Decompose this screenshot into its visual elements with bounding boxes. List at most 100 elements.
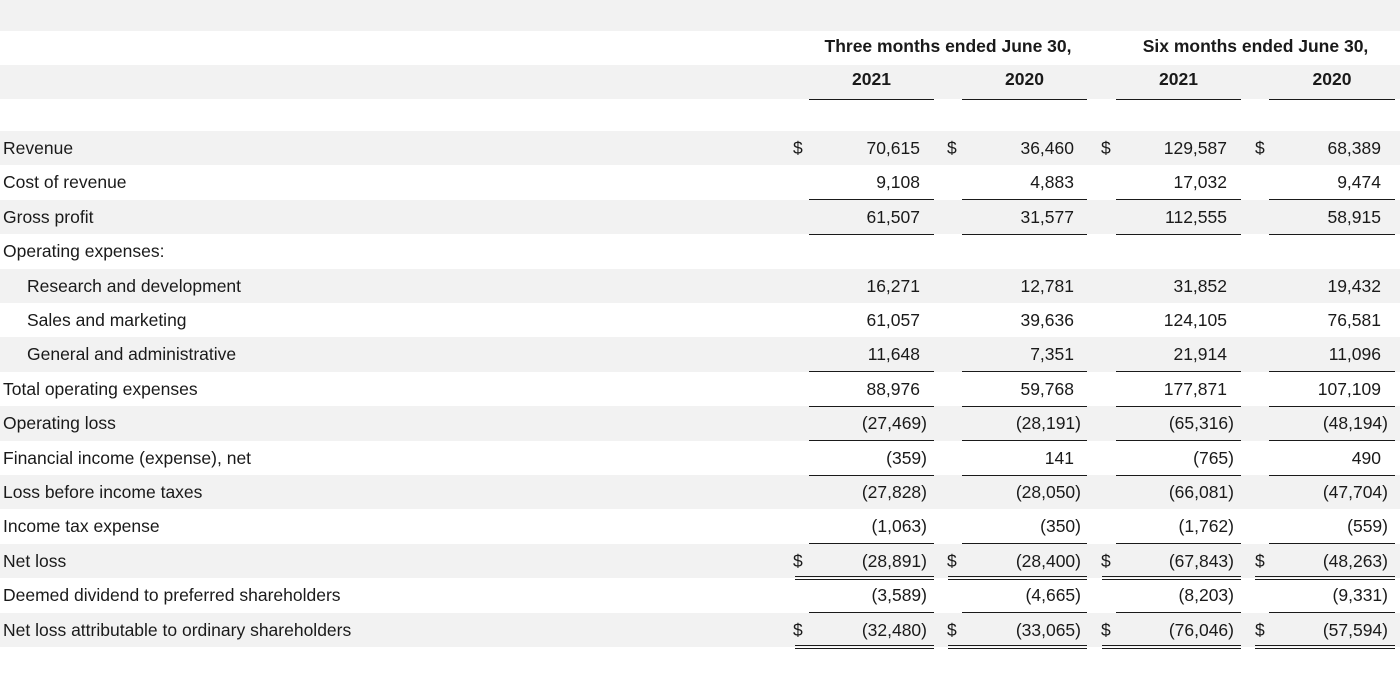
value-cell: 9,474 xyxy=(1337,172,1381,193)
value-cell: (3,589) xyxy=(871,585,927,606)
row-underline xyxy=(962,199,1087,201)
value-cell: 31,852 xyxy=(1173,275,1227,296)
row-label: General and administrative xyxy=(27,344,237,365)
row-underline xyxy=(809,440,934,442)
header-year: 2020 xyxy=(1312,69,1352,89)
value-cell: 88,976 xyxy=(866,378,920,399)
row-label: Loss before income taxes xyxy=(3,482,203,502)
value-cell: (65,316) xyxy=(1168,413,1234,434)
table-row-band xyxy=(0,612,1400,647)
dollar-sign: $ xyxy=(1255,550,1265,571)
row-underline xyxy=(809,233,934,235)
row-underline xyxy=(809,199,934,201)
row-label: Operating expenses: xyxy=(3,241,165,262)
value-cell: (27,469) xyxy=(861,413,927,434)
dollar-sign: $ xyxy=(793,138,803,158)
value-cell: (33,065) xyxy=(1015,619,1081,640)
value-cell: (48,263) xyxy=(1322,550,1388,571)
table-row-band xyxy=(0,337,1400,372)
value-cell: 70,615 xyxy=(866,138,920,158)
value-cell: 58,915 xyxy=(1327,206,1381,227)
dollar-sign: $ xyxy=(1255,619,1265,640)
value-cell: 17,032 xyxy=(1173,172,1227,193)
table-row-band xyxy=(0,406,1400,441)
value-cell: 31,577 xyxy=(1020,206,1074,227)
header-band xyxy=(0,65,1400,99)
row-label: Revenue xyxy=(3,138,74,158)
row-underline xyxy=(1116,233,1241,235)
row-underline xyxy=(1269,233,1395,235)
row-underline xyxy=(809,543,934,545)
value-cell: (28,891) xyxy=(861,550,927,571)
row-underline xyxy=(1269,474,1395,476)
row-underline xyxy=(809,405,934,407)
row-double-underline xyxy=(1102,645,1241,649)
row-underline xyxy=(1269,543,1395,545)
row-label: Sales and marketing xyxy=(27,310,187,330)
dollar-sign: $ xyxy=(1101,619,1111,640)
value-cell: 177,871 xyxy=(1163,378,1227,399)
row-double-underline xyxy=(1255,645,1395,649)
value-cell: 141 xyxy=(1044,447,1074,468)
value-cell: 12,781 xyxy=(1020,275,1074,296)
dollar-sign: $ xyxy=(947,138,957,158)
dollar-sign: $ xyxy=(793,619,803,640)
value-cell: (48,194) xyxy=(1322,413,1388,434)
dollar-sign: $ xyxy=(1255,138,1265,158)
table-row-band xyxy=(0,234,1400,268)
value-cell: 61,507 xyxy=(866,206,920,227)
value-cell: 4,883 xyxy=(1030,172,1074,193)
row-label: Total operating expenses xyxy=(3,378,198,399)
table-row-band xyxy=(0,199,1400,235)
header-underline xyxy=(809,99,934,100)
row-label: Gross profit xyxy=(3,206,94,227)
value-cell: 107,109 xyxy=(1317,378,1381,399)
row-underline xyxy=(1269,612,1395,614)
row-underline xyxy=(809,474,934,476)
row-double-underline xyxy=(948,645,1087,649)
row-underline xyxy=(962,371,1087,373)
table-row-band xyxy=(0,131,1400,166)
row-underline xyxy=(1116,543,1241,545)
value-cell: (1,063) xyxy=(871,516,927,537)
row-underline xyxy=(962,440,1087,442)
footer-band xyxy=(0,647,1400,687)
value-cell: 129,587 xyxy=(1163,138,1227,158)
row-underline xyxy=(1116,474,1241,476)
row-label: Operating loss xyxy=(3,413,116,434)
value-cell: 39,636 xyxy=(1020,310,1074,330)
header-underline xyxy=(1116,99,1241,100)
header-band xyxy=(0,0,1400,31)
row-double-underline xyxy=(1102,576,1241,581)
value-cell: (8,203) xyxy=(1178,585,1234,606)
value-cell: 68,389 xyxy=(1327,138,1381,158)
value-cell: 76,581 xyxy=(1327,310,1381,330)
value-cell: (359) xyxy=(886,447,927,468)
value-cell: 7,351 xyxy=(1030,344,1074,365)
table-row-band xyxy=(0,268,1400,303)
row-underline xyxy=(1116,405,1241,407)
row-label: Income tax expense xyxy=(3,516,160,537)
value-cell: (4,665) xyxy=(1025,585,1081,606)
value-cell: 36,460 xyxy=(1020,138,1074,158)
row-label: Net loss xyxy=(3,550,67,571)
row-underline xyxy=(1269,371,1395,373)
row-underline xyxy=(1269,199,1395,201)
row-underline xyxy=(809,612,934,614)
header-underline xyxy=(1269,99,1395,100)
dollar-sign: $ xyxy=(947,619,957,640)
row-underline xyxy=(962,405,1087,407)
value-cell: (76,046) xyxy=(1168,619,1234,640)
header-year: 2021 xyxy=(852,69,891,89)
row-double-underline xyxy=(795,576,934,581)
row-label: Net loss attributable to ordinary shareh… xyxy=(3,619,352,640)
row-underline xyxy=(1116,440,1241,442)
value-cell: 9,108 xyxy=(876,172,920,193)
value-cell: 21,914 xyxy=(1173,344,1227,365)
value-cell: (9,331) xyxy=(1332,585,1388,606)
dollar-sign: $ xyxy=(1101,138,1111,158)
dollar-sign: $ xyxy=(947,550,957,571)
header-group-six-months: Six months ended June 30, xyxy=(1142,36,1369,56)
row-label: Cost of revenue xyxy=(3,172,127,193)
row-underline xyxy=(1116,612,1241,614)
